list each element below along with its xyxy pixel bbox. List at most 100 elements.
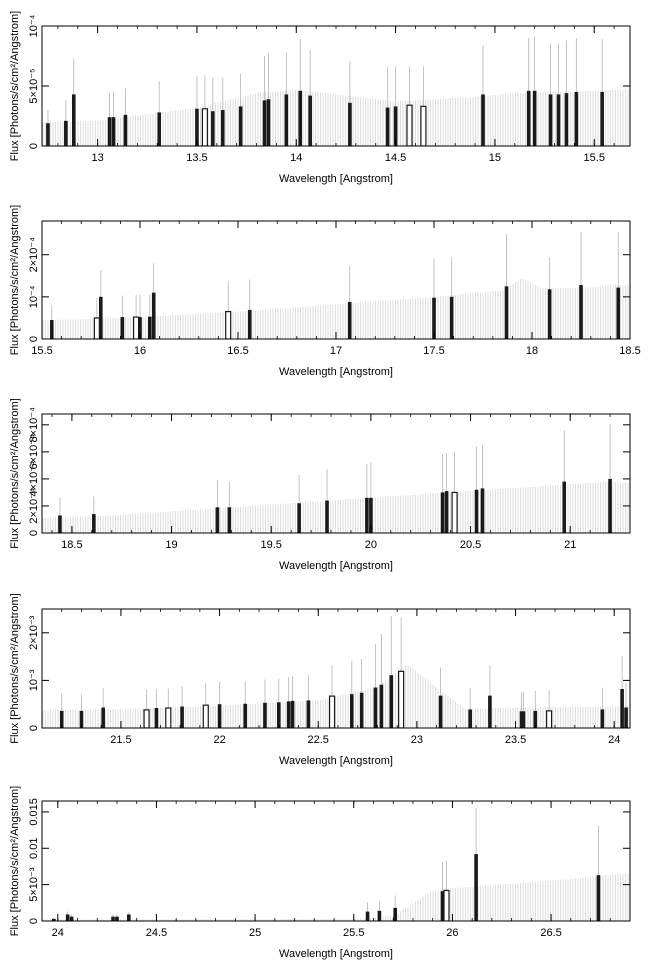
x-tick-label: 21 (564, 539, 576, 551)
line-bar (438, 695, 443, 728)
x-axis-label: Wavelength [Angstrom] (279, 948, 393, 960)
line-bar (276, 702, 281, 728)
line-bar (600, 709, 605, 728)
line-bar (65, 914, 70, 921)
line-bar (262, 100, 267, 146)
y-tick-label: 10⁻⁴ (28, 285, 40, 308)
x-axis-label: Wavelength [Angstrom] (279, 366, 393, 378)
line-bar (297, 503, 301, 533)
line-bar (365, 497, 369, 533)
line-bar (519, 711, 524, 728)
line-bar (440, 492, 445, 533)
line-bar (556, 94, 561, 146)
plot-area (42, 36, 629, 146)
line-bar (266, 99, 271, 146)
line-bar (50, 320, 54, 339)
x-tick-label: 24 (52, 927, 64, 939)
plot-frame (41, 608, 631, 729)
line-bar (286, 701, 291, 728)
line-bar (99, 296, 103, 339)
line-bar (69, 916, 74, 921)
plot-area (42, 808, 629, 921)
plot-area (42, 423, 629, 533)
x-tick-label: 20.5 (460, 539, 481, 551)
y-tick-label: 0 (28, 336, 40, 342)
x-tick-label: 24.5 (146, 927, 167, 939)
line-bar (238, 106, 243, 146)
x-tick-label: 13.5 (186, 152, 207, 164)
y-tick-label: 8×10⁻⁴ (28, 407, 40, 443)
line-bar (328, 695, 336, 728)
line-bar (349, 694, 354, 728)
line-bar (369, 497, 373, 533)
x-tick-label: 23 (411, 734, 423, 746)
line-bar (157, 112, 162, 146)
x-tick-label: 15.5 (31, 345, 52, 357)
x-tick-label: 19.5 (261, 539, 282, 551)
x-tick-label: 18 (526, 345, 538, 357)
y-axis-label: Flux [Photons/s/cm²/Angstrom] (9, 786, 21, 936)
line-bar (526, 90, 531, 146)
line-bar (406, 104, 413, 146)
line-bar (533, 710, 538, 728)
line-bar (263, 702, 267, 728)
line-bar (474, 854, 478, 921)
line-bar (52, 918, 56, 921)
line-bar (620, 688, 624, 728)
line-bar (521, 711, 526, 728)
y-tick-label: 0 (28, 725, 40, 731)
x-tick-label: 18.5 (61, 539, 82, 551)
line-bar (298, 90, 303, 146)
line-bar (432, 297, 436, 339)
line-bar (365, 911, 370, 921)
line-bar (574, 92, 579, 146)
y-tick-label: 0.015 (28, 798, 40, 826)
line-bar (64, 120, 68, 146)
line-bar (488, 695, 492, 728)
y-tick-label: 2×10⁻⁴ (28, 237, 40, 273)
x-tick-label: 18.5 (619, 345, 640, 357)
x-tick-label: 15 (489, 152, 501, 164)
line-bar (215, 507, 220, 533)
line-bar (444, 491, 449, 533)
x-tick-label: 16 (134, 345, 146, 357)
line-bar (93, 317, 100, 339)
line-bar (393, 106, 398, 146)
line-bar (308, 95, 312, 146)
y-tick-label: 10⁻³ (28, 669, 40, 691)
line-bar (373, 687, 378, 728)
x-axis-label: Wavelength [Angstrom] (279, 560, 393, 572)
x-tick-label: 26 (446, 927, 458, 939)
y-tick-label: 4×10⁻⁴ (28, 461, 40, 497)
line-bar (547, 289, 552, 339)
line-bar (325, 500, 329, 533)
x-tick-label: 22 (213, 734, 225, 746)
plot-area (42, 231, 629, 339)
y-tick-label: 0 (28, 918, 40, 924)
x-tick-label: 14 (290, 152, 302, 164)
plot-frame (41, 800, 631, 922)
line-bar (359, 692, 364, 728)
line-bar (443, 889, 450, 921)
line-bar (79, 710, 84, 728)
line-bar (451, 491, 458, 533)
line-bar (127, 914, 131, 921)
line-bar (243, 703, 248, 728)
line-bar (600, 92, 604, 146)
line-bar (154, 708, 159, 728)
line-bar (385, 107, 390, 146)
y-axis-label: Flux [Photons/s/cm²/Angstrom] (9, 205, 21, 355)
line-bar (123, 114, 128, 146)
line-bar (624, 707, 628, 728)
line-bar (138, 317, 142, 339)
x-tick-label: 25 (249, 927, 261, 939)
line-bar (247, 309, 252, 339)
line-bar (107, 117, 112, 146)
line-bar (562, 481, 567, 533)
line-bar (148, 316, 152, 339)
line-bar (468, 709, 472, 728)
chart-panel-3: 18.5 19 19.5 20 20.5 21 0 2×10⁻⁴4×10⁻⁴6×10⁻⁴8×1… (9, 398, 631, 572)
line-bar (143, 709, 150, 728)
line-bar (393, 907, 397, 921)
line-bar (474, 489, 479, 533)
